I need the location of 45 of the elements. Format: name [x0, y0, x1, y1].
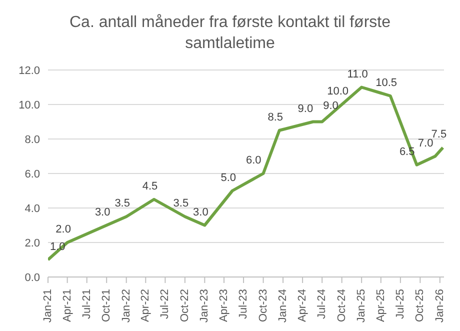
x-tick-label: Oct-21: [100, 289, 113, 322]
x-tick-label: Jan-26: [434, 289, 446, 323]
x-tick-label: Jul-21: [80, 289, 93, 319]
x-tick-label: Apr-24: [296, 289, 309, 322]
x-tick-label: Apr-23: [218, 289, 230, 322]
y-tick-label: 2.0: [24, 237, 40, 250]
x-tick-label: Jan-25: [356, 289, 368, 323]
y-tick-label: 6.0: [24, 168, 40, 180]
x-tick-label: Jan-21: [42, 289, 54, 323]
x-tick-label: Jan-22: [120, 289, 132, 323]
x-tick-label: Jul-22: [159, 289, 172, 319]
x-tick-label: Jul-23: [238, 289, 250, 319]
data-label: 10.5: [376, 76, 398, 89]
x-tick-label: Jan-23: [198, 289, 211, 323]
y-tick-label: 10.0: [18, 99, 40, 112]
data-label: 11.0: [347, 68, 368, 80]
x-tick-label: Oct-23: [257, 289, 270, 322]
data-label: 3.5: [114, 198, 130, 210]
data-label: 10.0: [327, 86, 349, 98]
x-tick-label: Jul-25: [394, 289, 406, 319]
y-tick-label: 12.0: [18, 64, 40, 77]
data-label: 5.0: [220, 172, 236, 184]
x-tick-label: Apr-25: [374, 289, 387, 322]
data-label: 3.0: [94, 206, 110, 218]
x-tick-label: Oct-25: [414, 289, 426, 322]
x-tick-label: Jul-24: [316, 289, 328, 319]
x-tick-label: Oct-24: [336, 289, 348, 322]
y-tick-label: 8.0: [24, 134, 40, 146]
x-tick-label: Oct-22: [178, 289, 191, 322]
x-tick-label: Apr-21: [61, 289, 74, 322]
data-label: 6.0: [246, 154, 262, 166]
y-tick-label: 0.0: [24, 272, 40, 284]
data-label: 4.5: [142, 180, 158, 192]
chart-title: Ca. antall måneder fra første kontakt til første samtlaletime: [68, 13, 392, 54]
data-label: 9.0: [298, 102, 314, 115]
data-label: 7.5: [431, 128, 447, 141]
data-label: 7.0: [418, 137, 434, 150]
x-tick-label: Jan-24: [277, 289, 290, 323]
data-label: 3.0: [193, 206, 208, 218]
data-label: 2.0: [56, 224, 71, 236]
data-label: 3.5: [173, 198, 189, 210]
y-tick-label: 4.0: [24, 202, 40, 215]
x-tick-label: Apr-22: [140, 289, 152, 322]
data-label: 9.0: [323, 100, 338, 112]
data-label: 8.5: [268, 111, 284, 124]
